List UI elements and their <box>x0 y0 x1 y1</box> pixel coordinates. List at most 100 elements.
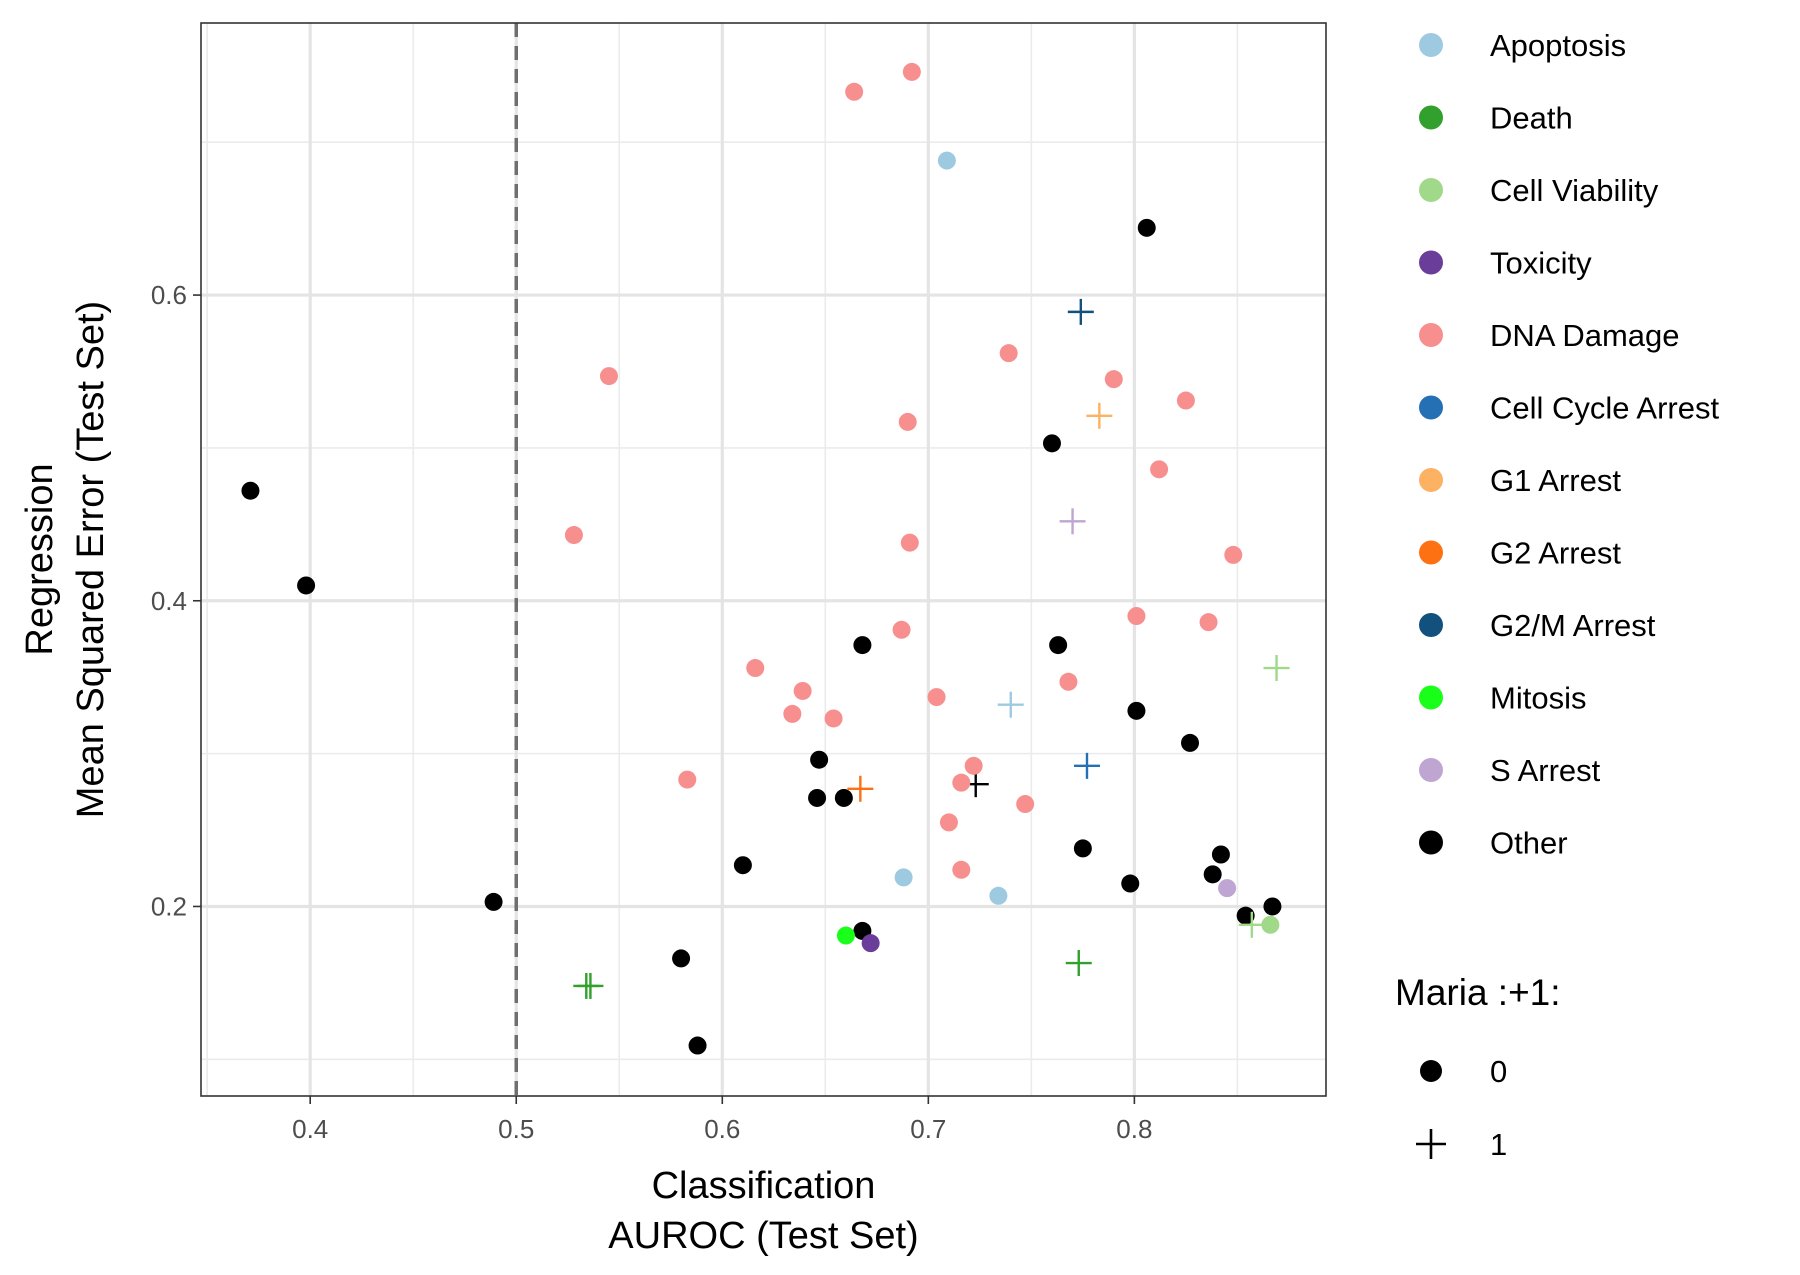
point-other <box>1181 733 1200 752</box>
point-cell-viability <box>1261 915 1280 934</box>
color-legend: Apoptosis Death Cell Viability Toxicity DNA … <box>1419 28 1719 861</box>
point-dna-damage <box>898 412 917 431</box>
point-dna-damage <box>902 62 921 81</box>
legend-key-circle <box>1420 1060 1442 1082</box>
y-axis-title: Regression Mean Squared Error (Test Set) <box>19 301 112 818</box>
point-other <box>834 788 853 807</box>
point-dna-damage <box>964 756 983 775</box>
point-dna-damage <box>783 704 802 723</box>
point-plus-death <box>1065 950 1092 977</box>
y-tick-label: 0.6 <box>151 280 187 310</box>
point-plus-apoptosis <box>997 691 1024 718</box>
point-plus-g1-arrest <box>1086 402 1113 429</box>
point-other <box>1073 839 1092 858</box>
y-axis-title-line: Mean Squared Error (Test Set) <box>70 301 112 818</box>
legend-label-other: Other <box>1490 826 1568 861</box>
data-points <box>241 62 1290 1055</box>
point-other <box>810 750 829 769</box>
point-other <box>853 636 872 655</box>
x-axis-title-line: AUROC (Test Set) <box>608 1215 918 1257</box>
point-dna-damage <box>1059 672 1078 691</box>
legend-key-dna-damage <box>1419 323 1443 347</box>
point-other <box>1042 434 1061 453</box>
legend-key-other <box>1419 830 1443 855</box>
legend-key-s-arrest <box>1419 758 1443 782</box>
point-dna-damage <box>892 620 911 639</box>
legend-key-apoptosis <box>1419 33 1443 57</box>
legend-label-toxicity: Toxicity <box>1490 246 1592 281</box>
x-tick-label: 0.4 <box>292 1114 328 1144</box>
point-plus-g2-m-arrest <box>1067 298 1094 325</box>
point-other <box>297 576 316 595</box>
point-other <box>672 949 691 968</box>
legend-label-mitosis: Mitosis <box>1490 681 1586 716</box>
point-dna-damage <box>564 526 583 545</box>
point-mitosis <box>836 926 855 945</box>
point-other <box>688 1036 707 1055</box>
point-dna-damage <box>952 860 971 879</box>
shape-legend: Maria :+1: 0 1 <box>1395 972 1561 1162</box>
legend-label-g2-arrest: G2 Arrest <box>1490 536 1621 571</box>
point-other <box>808 788 827 807</box>
x-axis-title-line: Classification <box>652 1165 876 1207</box>
point-dna-damage <box>824 709 843 728</box>
point-other <box>733 856 752 875</box>
legend-label-cell-viability: Cell Viability <box>1490 173 1659 208</box>
point-apoptosis <box>989 886 1008 905</box>
point-dna-damage <box>1016 795 1035 814</box>
point-s-arrest <box>1218 879 1237 898</box>
x-tick-label: 0.8 <box>1116 1114 1152 1144</box>
point-other <box>241 481 260 500</box>
legend-key-plus <box>1416 1129 1446 1159</box>
point-other <box>484 892 503 911</box>
x-tick-label: 0.5 <box>498 1114 534 1144</box>
point-other <box>1263 897 1282 916</box>
point-dna-damage <box>746 659 765 678</box>
legend-key-cell-cycle-arrest <box>1419 395 1443 420</box>
point-apoptosis <box>894 868 913 887</box>
legend-key-g2-arrest <box>1419 540 1443 565</box>
x-tick-label: 0.7 <box>910 1114 946 1144</box>
point-dna-damage <box>678 770 697 789</box>
point-toxicity <box>861 934 880 953</box>
point-dna-damage <box>1224 545 1243 564</box>
shape-legend-label: 1 <box>1490 1127 1507 1162</box>
point-dna-damage <box>927 688 946 707</box>
point-plus-g2-arrest <box>847 775 874 802</box>
point-dna-damage <box>1104 370 1123 389</box>
legend-key-death <box>1419 105 1443 130</box>
legend-key-g1-arrest <box>1419 468 1443 492</box>
point-other <box>1236 906 1255 925</box>
point-dna-damage <box>952 773 971 792</box>
point-plus-cell-viability <box>1238 911 1265 938</box>
legend-key-toxicity <box>1419 250 1443 275</box>
shape-legend-label: 0 <box>1490 1054 1507 1089</box>
point-plus-s-arrest <box>1059 508 1086 535</box>
point-other <box>1203 865 1222 884</box>
point-dna-damage <box>1176 391 1195 410</box>
legend-label-dna-damage: DNA Damage <box>1490 318 1680 353</box>
point-other <box>1137 218 1156 237</box>
point-plus-death <box>577 972 604 999</box>
y-axis: 0.2 0.4 0.6 <box>151 280 201 921</box>
legend-label-g1-arrest: G1 Arrest <box>1490 463 1621 498</box>
x-axis-title: Classification AUROC (Test Set) <box>608 1165 918 1257</box>
point-other <box>1127 701 1146 720</box>
legend-key-cell-viability <box>1419 178 1443 202</box>
panel-border <box>200 22 1327 1097</box>
point-dna-damage <box>900 533 919 552</box>
legend-key-mitosis <box>1419 685 1443 710</box>
point-dna-damage <box>599 367 618 386</box>
point-dna-damage <box>793 681 812 700</box>
point-other <box>1121 874 1140 893</box>
point-plus-cell-cycle-arrest <box>1073 752 1100 779</box>
x-tick-label: 0.6 <box>704 1114 740 1144</box>
point-dna-damage <box>939 813 958 832</box>
legend-label-cell-cycle-arrest: Cell Cycle Arrest <box>1490 391 1719 426</box>
point-dna-damage <box>999 344 1018 363</box>
point-dna-damage <box>1199 613 1218 632</box>
point-dna-damage <box>1150 460 1169 479</box>
legend-key-g2-m-arrest <box>1419 613 1443 637</box>
legend-label-death: Death <box>1490 101 1573 136</box>
